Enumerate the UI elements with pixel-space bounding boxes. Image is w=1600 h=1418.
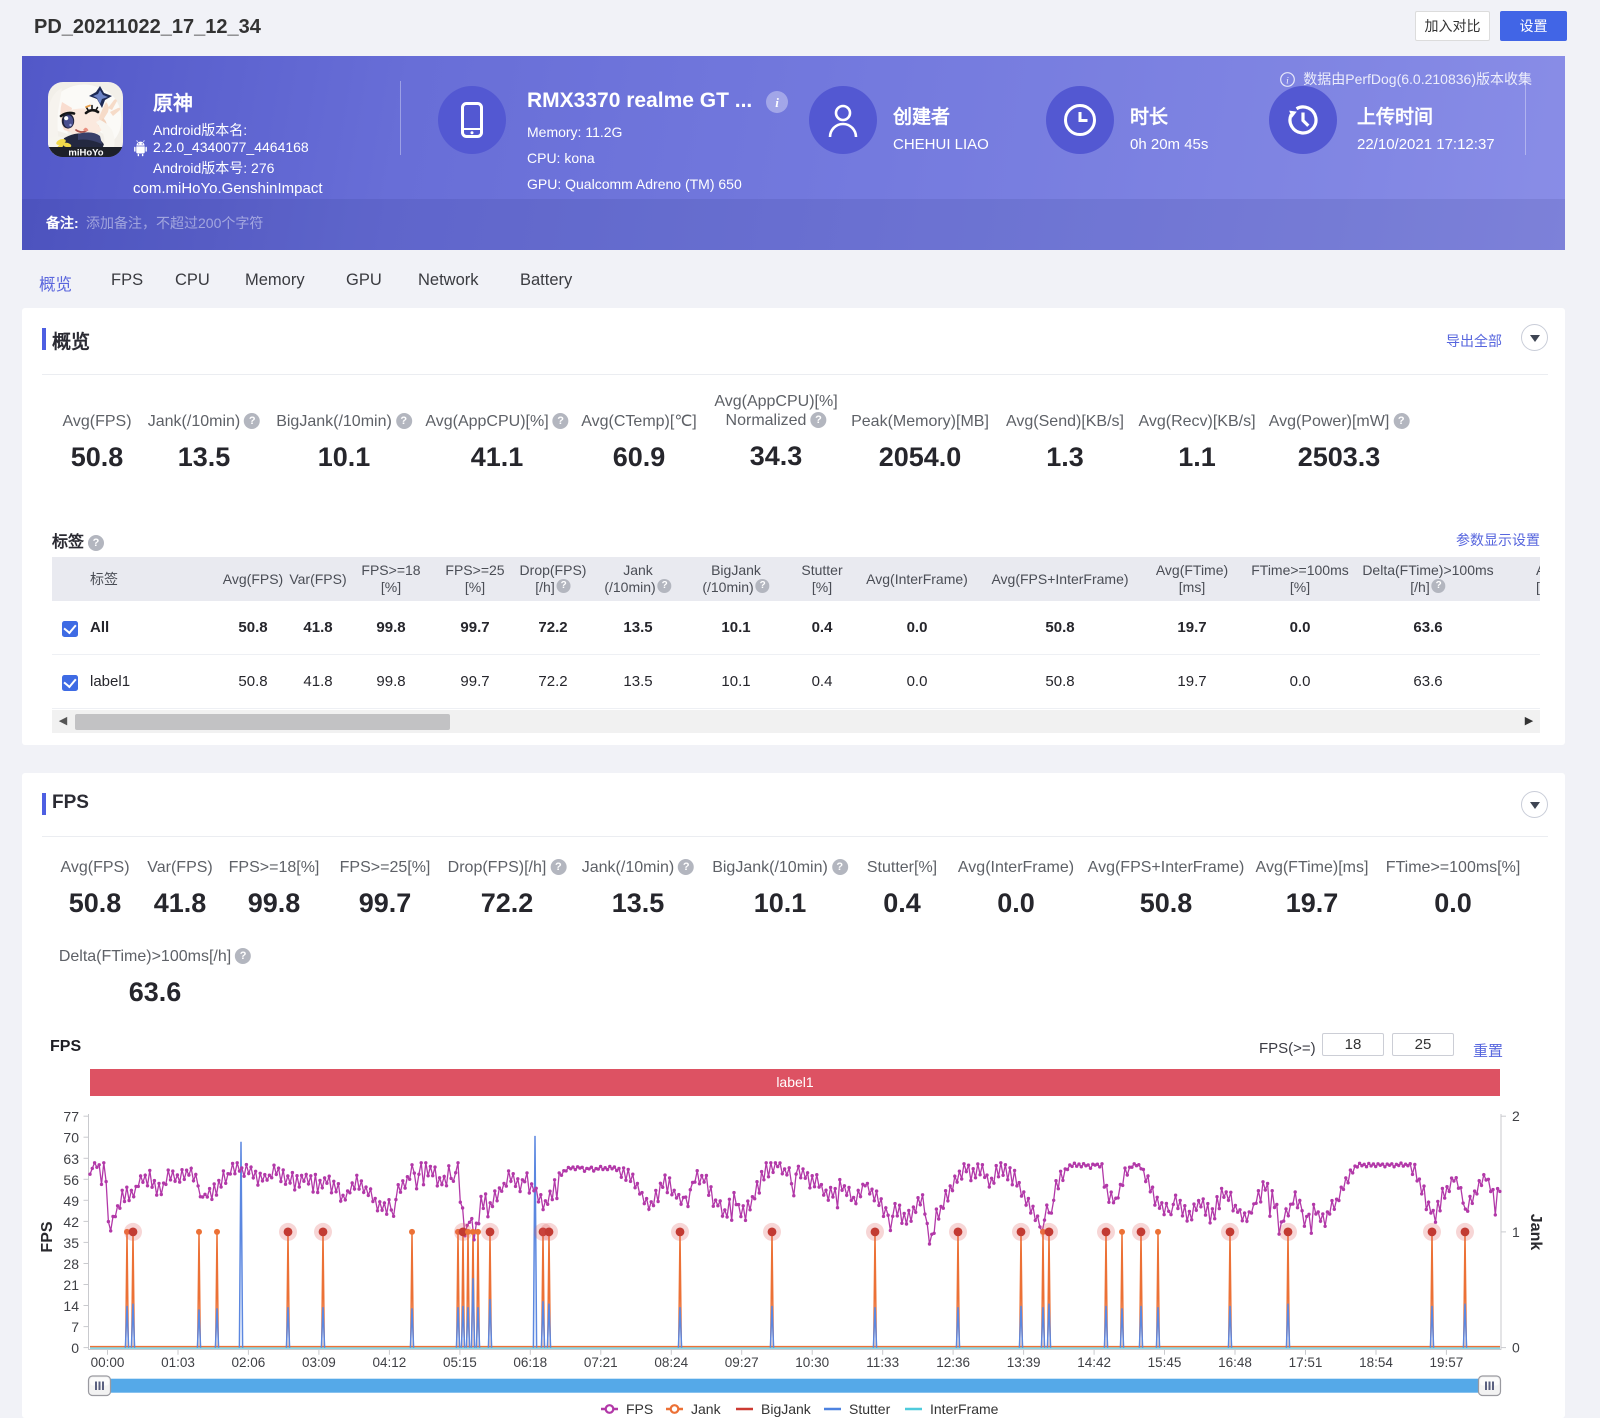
svg-text:21: 21 (63, 1277, 79, 1293)
svg-text:14:42: 14:42 (1077, 1355, 1111, 1370)
svg-text:77: 77 (63, 1109, 79, 1125)
svg-text:11:33: 11:33 (866, 1355, 899, 1370)
svg-text:0: 0 (71, 1340, 79, 1356)
svg-text:12:36: 12:36 (936, 1355, 970, 1370)
svg-text:42: 42 (63, 1214, 79, 1230)
svg-text:04:12: 04:12 (373, 1355, 407, 1370)
svg-text:02:06: 02:06 (232, 1355, 266, 1370)
svg-text:70: 70 (63, 1130, 79, 1146)
svg-text:35: 35 (63, 1235, 79, 1251)
svg-text:17:51: 17:51 (1289, 1355, 1323, 1370)
svg-text:Jank: Jank (691, 1401, 722, 1417)
svg-text:18:54: 18:54 (1359, 1355, 1393, 1370)
svg-text:FPS: FPS (626, 1401, 653, 1417)
svg-text:00:00: 00:00 (91, 1355, 125, 1370)
svg-text:16:48: 16:48 (1218, 1355, 1252, 1370)
svg-text:13:39: 13:39 (1007, 1355, 1041, 1370)
svg-text:FPS: FPS (39, 1221, 56, 1252)
svg-text:09:27: 09:27 (725, 1355, 759, 1370)
svg-text:07:21: 07:21 (584, 1355, 618, 1370)
svg-text:03:09: 03:09 (302, 1355, 336, 1370)
svg-text:05:15: 05:15 (443, 1355, 477, 1370)
svg-text:7: 7 (71, 1319, 79, 1335)
svg-text:miHoYo: miHoYo (68, 148, 103, 158)
svg-text:Jank: Jank (1527, 1214, 1544, 1251)
svg-text:01:03: 01:03 (161, 1355, 195, 1370)
svg-text:i: i (775, 95, 779, 110)
svg-text:Stutter: Stutter (849, 1401, 891, 1417)
svg-text:06:18: 06:18 (513, 1355, 547, 1370)
svg-text:28: 28 (63, 1256, 79, 1272)
svg-text:i: i (1286, 75, 1289, 86)
svg-text:49: 49 (63, 1193, 79, 1209)
svg-text:14: 14 (63, 1298, 79, 1314)
svg-text:08:24: 08:24 (654, 1355, 688, 1370)
svg-text:2: 2 (1512, 1108, 1520, 1124)
svg-text:63: 63 (63, 1151, 79, 1167)
svg-text:1: 1 (1512, 1224, 1520, 1240)
svg-text:InterFrame: InterFrame (930, 1401, 999, 1417)
svg-text:0: 0 (1512, 1340, 1520, 1356)
svg-text:15:45: 15:45 (1148, 1355, 1182, 1370)
svg-text:19:57: 19:57 (1430, 1355, 1464, 1370)
svg-text:BigJank: BigJank (761, 1401, 812, 1417)
svg-text:56: 56 (63, 1172, 79, 1188)
svg-text:10:30: 10:30 (795, 1355, 829, 1370)
